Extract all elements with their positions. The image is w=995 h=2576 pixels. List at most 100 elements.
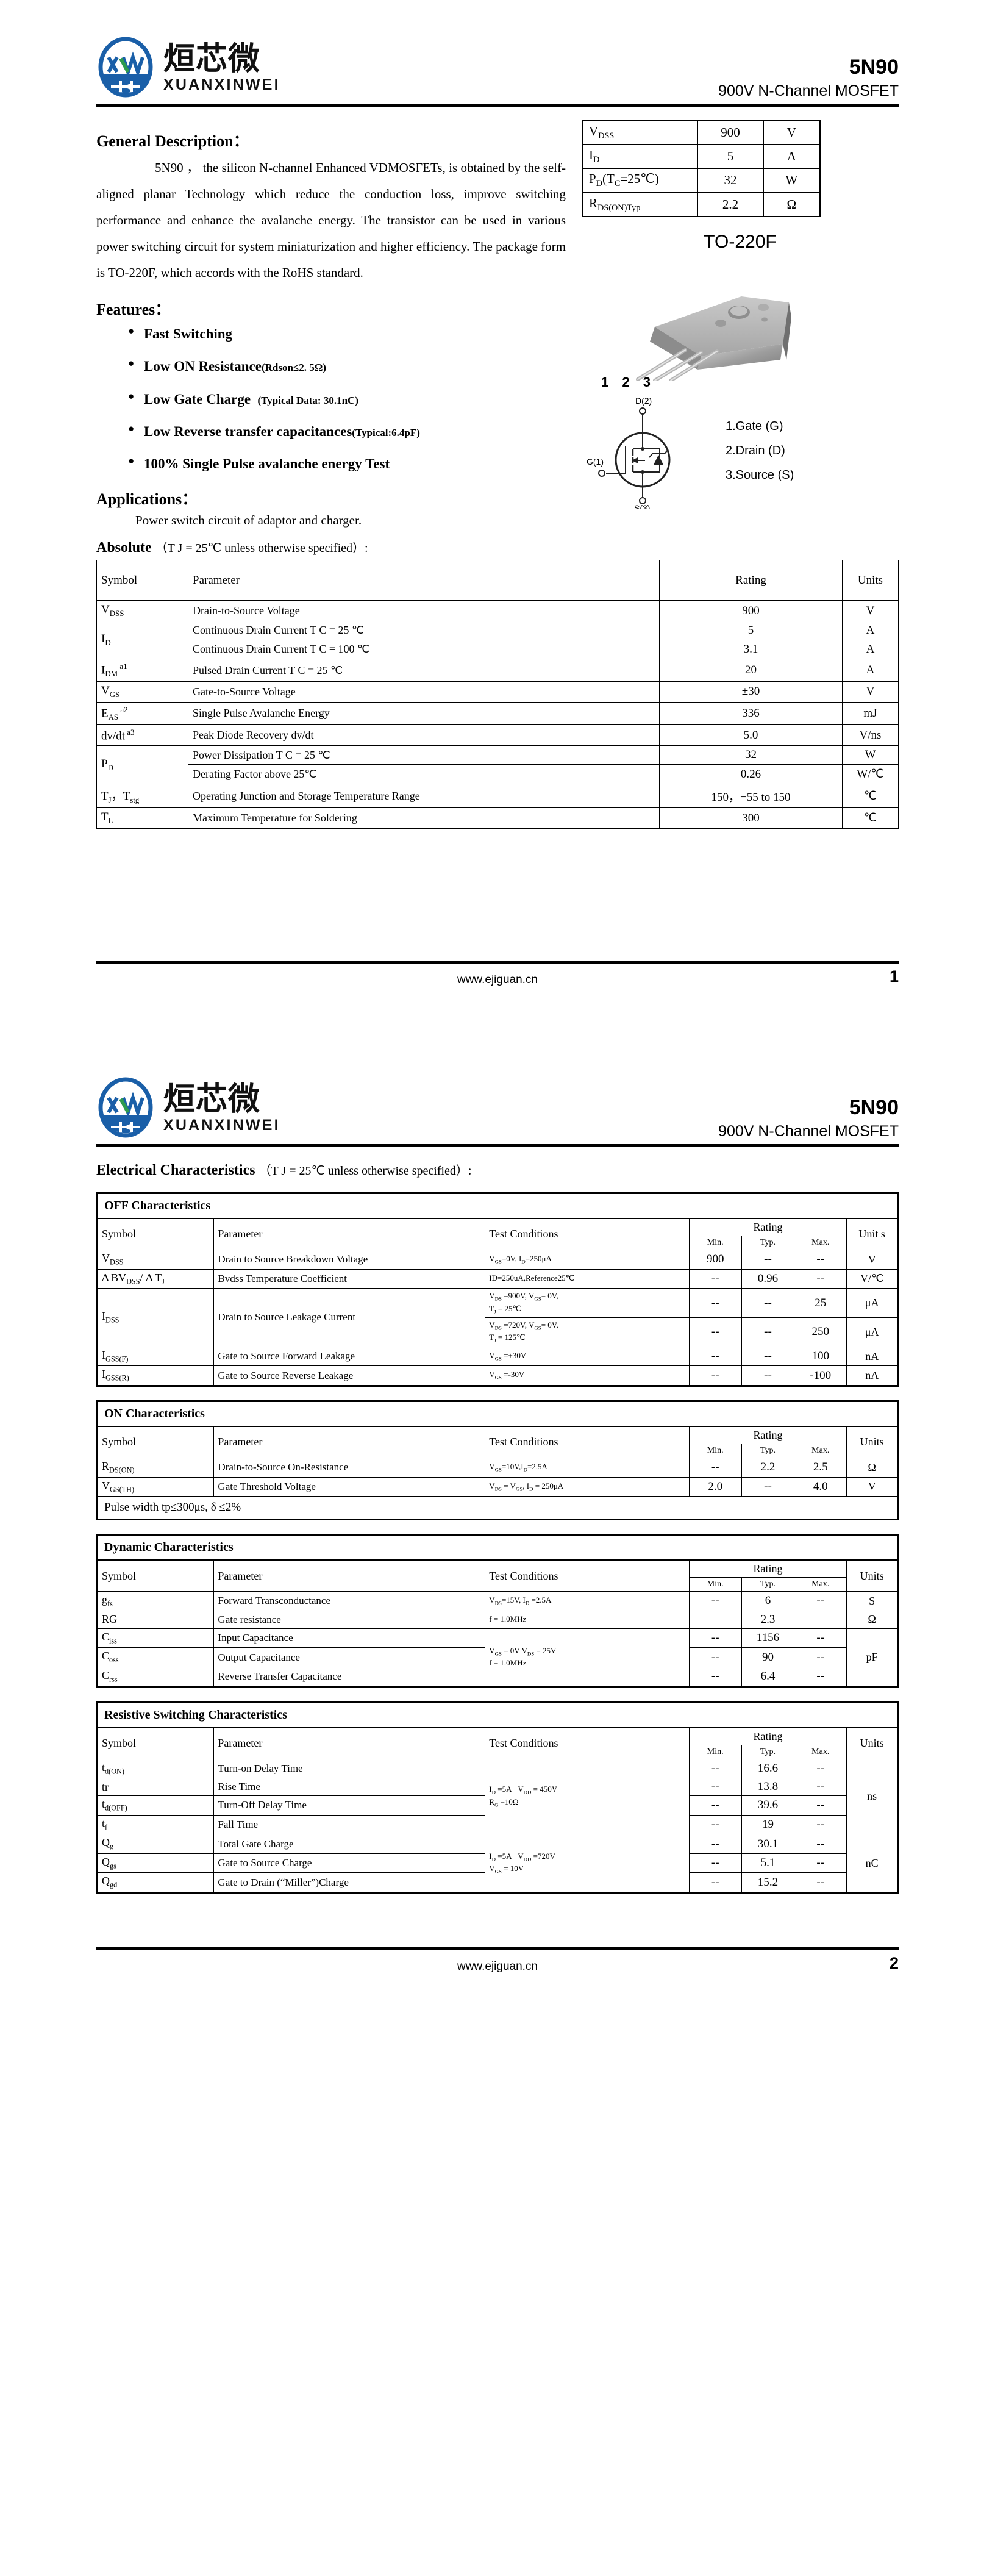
row-parameter: Gate to Source Charge	[213, 1853, 486, 1873]
spec-unit: Ω	[762, 191, 821, 217]
spec-unit: V	[762, 120, 821, 146]
features-list: Fast Switching Low ON Resistance(Rdson≤2…	[96, 324, 566, 474]
col-header-typ: Typ.	[741, 1443, 795, 1458]
feature-item: Low Gate Charge (Typical Data: 30.1nC)	[128, 389, 566, 409]
row-typ: --	[741, 1365, 795, 1386]
footer-url[interactable]: www.ejiguan.cn	[457, 973, 538, 986]
page1-footer: www.ejiguan.cn 1	[96, 960, 899, 996]
elec-title-bold: Electrical Characteristics	[96, 1162, 255, 1178]
drain-label: D(2)	[635, 396, 652, 406]
row-units: V	[842, 600, 899, 621]
row-symbol: TL	[96, 807, 188, 829]
row-max: --	[794, 1268, 847, 1289]
row-parameter: Single Pulse Avalanche Energy	[188, 701, 660, 726]
row-parameter: Drain to Source Leakage Current	[213, 1288, 486, 1347]
pulse-width-note: Pulse width tp≤300μs, δ ≤2%	[97, 1496, 898, 1520]
col-header-max: Max.	[794, 1235, 847, 1250]
col-header-units: Units	[842, 560, 899, 601]
spec-value: 2.2	[697, 191, 764, 217]
table-row: Derating Factor above 25℃ 0.26 W/℃	[97, 764, 899, 785]
group-title: OFF Characteristics	[97, 1192, 898, 1219]
table-row: gfs Forward Transconductance VDS=15V, ID…	[96, 1591, 898, 1611]
on-characteristics-table: ON Characteristics Symbol Parameter Test…	[96, 1400, 899, 1521]
col-header-rating: Rating	[688, 1727, 847, 1745]
row-max: --	[794, 1795, 847, 1816]
row-max: -100	[794, 1365, 847, 1386]
left-column: General Description： 5N90 ， the silicon …	[96, 118, 566, 528]
col-header-rating: Rating	[688, 1218, 847, 1236]
row-parameter: Turn-Off Delay Time	[213, 1795, 486, 1816]
row-units: ℃	[842, 784, 899, 809]
row-parameter: Continuous Drain Current T C = 100 ℃	[188, 639, 660, 659]
row-rating: 900	[659, 600, 843, 621]
row-unit: nA	[846, 1365, 898, 1386]
row-symbol: IDSS	[96, 1288, 215, 1347]
spec-symbol: ID	[581, 144, 699, 170]
row-min: --	[688, 1317, 742, 1347]
row-min: --	[688, 1814, 742, 1835]
table-header-row: Symbol Parameter Rating Units	[96, 560, 899, 601]
feature-label: Fast Switching	[144, 326, 233, 342]
spec-value: 32	[697, 168, 764, 193]
row-unit: pF	[846, 1628, 898, 1687]
row-parameter: Reverse Transfer Capacitance	[213, 1666, 486, 1687]
row-symbol: PD	[96, 745, 188, 785]
row-parameter: Total Gate Charge	[213, 1834, 486, 1854]
row-max: 25	[794, 1288, 847, 1318]
feature-item: Low ON Resistance(Rdson≤2. 5Ω)	[128, 356, 566, 376]
right-column: VDSS 900 V ID 5 A PD(TC=25℃) 32 W RDS(ON…	[581, 118, 899, 528]
header-part-info: 5N90 900V N-Channel MOSFET	[718, 55, 899, 100]
list-item: 3.Source (S)	[726, 468, 794, 482]
col-header-unit: Unit s	[846, 1218, 898, 1250]
feature-label: Low Gate Charge	[144, 391, 251, 407]
spec-unit: A	[762, 144, 821, 170]
row-parameter: Continuous Drain Current T C = 25 ℃	[188, 620, 660, 640]
table-row: td(ON) Turn-on Delay Time ID =5A VDD = 4…	[96, 1758, 898, 1835]
col-header-test-conditions: Test Conditions	[485, 1559, 690, 1592]
row-max: --	[794, 1778, 847, 1797]
row-max: 4.0	[794, 1476, 847, 1497]
row-unit: μA	[846, 1288, 898, 1318]
datasheet-page-1: 烜芯微 XUANXINWEI 5N90 900V N-Channel MOSFE…	[0, 0, 995, 996]
table-row: Crss Reverse Transfer Capacitance -- 6.4…	[96, 1666, 898, 1687]
row-symbol: Qgd	[96, 1872, 215, 1894]
row-units: A	[842, 620, 899, 640]
col-header-parameter: Parameter	[213, 1727, 486, 1759]
feature-item: Low Reverse transfer capacitances(Typica…	[128, 421, 566, 442]
row-symbol: IGSS(F)	[96, 1346, 215, 1367]
col-header-min: Min.	[688, 1744, 742, 1759]
features-title: Features：	[96, 301, 171, 319]
row-rating: 3.1	[659, 639, 843, 659]
row-max: --	[794, 1758, 847, 1779]
row-units: mJ	[842, 701, 899, 726]
elec-title-condition: （T J = 25℃ unless otherwise specified）:	[259, 1164, 472, 1178]
row-max: --	[794, 1666, 847, 1687]
row-parameter: Drain to Source Breakdown Voltage	[213, 1249, 486, 1270]
company-logo: 烜芯微 XUANXINWEI	[96, 37, 280, 100]
table-row: VDSS 900 V	[581, 120, 821, 146]
footer-url[interactable]: www.ejiguan.cn	[457, 1960, 538, 1973]
spec-unit: W	[762, 168, 821, 193]
row-rating: 150，−55 to 150	[659, 784, 843, 809]
spec-symbol: RDS(ON)Typ	[581, 191, 699, 217]
col-header-symbol: Symbol	[96, 1218, 215, 1250]
row-parameter: Gate to Drain (“Miller”)Charge	[213, 1872, 486, 1894]
row-typ: 39.6	[741, 1795, 795, 1816]
row-max	[794, 1610, 847, 1629]
row-symbol: Coss	[96, 1647, 215, 1667]
pinout-diagram: D(2) G(1)	[582, 393, 899, 509]
row-test-conditions: VDS=15V, ID =2.5A	[485, 1591, 690, 1611]
general-description-title: General Description：	[96, 132, 249, 150]
table-row: RDS(ON) Drain-to-Source On-Resistance VG…	[96, 1457, 898, 1478]
col-header-min: Min.	[688, 1443, 742, 1458]
pin-assignment-list: 1.Gate (G) 2.Drain (D) 3.Source (S)	[726, 414, 794, 487]
part-number: 5N90	[849, 1095, 899, 1119]
row-typ: 1156	[741, 1628, 795, 1648]
row-typ: --	[741, 1249, 795, 1270]
footer-rule	[96, 1947, 899, 1951]
table-row: Δ BVDSS/ Δ TJ Bvdss Temperature Coeffici…	[96, 1268, 898, 1289]
row-parameter: Output Capacitance	[213, 1647, 486, 1667]
row-test-conditions: VGS=10V,ID=2.5A	[485, 1457, 690, 1478]
brand-name-en: XUANXINWEI	[163, 76, 280, 93]
row-symbol: VDSS	[96, 1249, 215, 1270]
